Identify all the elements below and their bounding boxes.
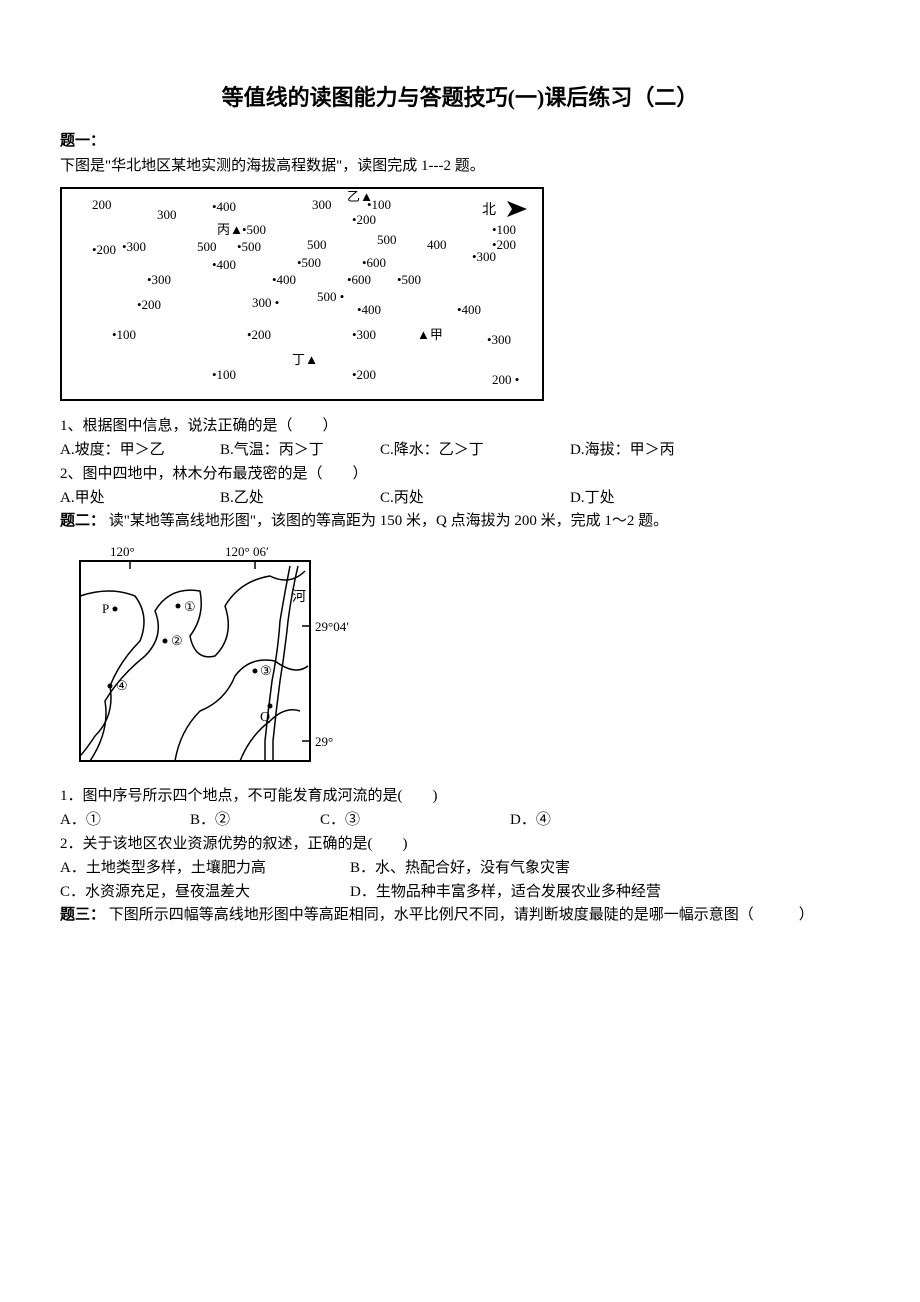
q1-sub1-opt-c: C.降水：乙＞丁 xyxy=(380,438,570,462)
svg-text:P: P xyxy=(102,601,109,616)
q1-sub1-stem: 1、根据图中信息，说法正确的是（ ） xyxy=(60,414,860,438)
q1-sub2-stem: 2、图中四地中，林木分布最茂密的是（ ） xyxy=(60,462,860,486)
svg-text:•500: •500 xyxy=(242,222,266,237)
q2-sub1-opt-c: C．③ xyxy=(320,808,510,832)
svg-text:120°: 120° xyxy=(110,544,135,559)
svg-text:300 •: 300 • xyxy=(252,295,279,310)
svg-text:200 •: 200 • xyxy=(492,372,519,387)
svg-text:•500: •500 xyxy=(237,239,261,254)
q2-sub1-options: A．① B．② C．③ D．④ xyxy=(60,808,860,832)
svg-text:500: 500 xyxy=(307,237,327,252)
svg-text:•100: •100 xyxy=(367,197,391,212)
q2-sub1-opt-d: D．④ xyxy=(510,808,630,832)
svg-text:•500: •500 xyxy=(297,255,321,270)
q3-label: 题三： xyxy=(60,907,105,923)
q1-sub1-options: A.坡度：甲＞乙 B.气温：丙＞丁 C.降水：乙＞丁 D.海拔：甲＞丙 xyxy=(60,438,860,462)
svg-text:•300: •300 xyxy=(487,332,511,347)
svg-text:Q: Q xyxy=(260,710,270,725)
svg-text:丁▲: 丁▲ xyxy=(292,352,318,367)
q2-sub1-stem: 1．图中序号所示四个地点，不可能发育成河流的是( ) xyxy=(60,784,860,808)
svg-text:29°: 29° xyxy=(315,734,333,749)
svg-text:•600: •600 xyxy=(347,272,371,287)
q2-sub1-opt-b: B．② xyxy=(190,808,320,832)
q1-sub1-opt-a: A.坡度：甲＞乙 xyxy=(60,438,220,462)
svg-text:•300: •300 xyxy=(472,249,496,264)
svg-text:•200: •200 xyxy=(137,297,161,312)
svg-text:500 •: 500 • xyxy=(317,289,344,304)
svg-text:300: 300 xyxy=(157,207,177,222)
svg-text:•400: •400 xyxy=(357,302,381,317)
svg-text:200: 200 xyxy=(92,197,112,212)
svg-text:丙▲: 丙▲ xyxy=(217,222,243,237)
svg-text:•100: •100 xyxy=(212,367,236,382)
svg-text:①: ① xyxy=(184,599,196,614)
q3-intro: 下图所示四幅等高线地形图中等高距相同，水平比例尺不同，请判断坡度最陡的是哪一幅示… xyxy=(109,907,814,923)
svg-text:•100: •100 xyxy=(112,327,136,342)
svg-text:•100: •100 xyxy=(492,222,516,237)
q2-sub2-opt-a: A．土地类型多样，土壤肥力高 xyxy=(60,856,350,880)
q2-sub2-row1: A．土地类型多样，土壤肥力高 B．水、热配合好，没有气象灾害 xyxy=(60,856,860,880)
svg-text:•600: •600 xyxy=(362,255,386,270)
svg-text:•300: •300 xyxy=(147,272,171,287)
q1-figure: 北200300•400300▲乙▲•100•200▲丙▲•500•200•300… xyxy=(60,187,544,401)
svg-text:北: 北 xyxy=(482,202,496,218)
svg-text:•400: •400 xyxy=(272,272,296,287)
q2-intro: 读"某地等高线地形图"，该图的等高距为 150 米，Q 点海拔为 200 米，完… xyxy=(109,513,668,529)
q2-sub2-row2: C．水资源充足，昼夜温差大 D．生物品种丰富多样，适合发展农业多种经营 xyxy=(60,880,860,904)
q1-sub1-opt-d: D.海拔：甲＞丙 xyxy=(570,438,730,462)
svg-text:•400: •400 xyxy=(212,257,236,272)
q1-sub2-opt-c: C.丙处 xyxy=(380,486,570,510)
q2-figure: 120° 120° 06′ 29°04′ 29° 河 P ① ② ③ ④ Q xyxy=(60,541,860,776)
q2-sub2-opt-d: D．生物品种丰富多样，适合发展农业多种经营 xyxy=(350,880,730,904)
svg-text:▲甲: ▲甲 xyxy=(417,327,443,342)
svg-text:•200: •200 xyxy=(92,242,116,257)
q1-intro: 下图是"华北地区某地实测的海拔高程数据"，读图完成 1---2 题。 xyxy=(60,155,860,178)
svg-text:河: 河 xyxy=(292,589,306,605)
svg-text:•300: •300 xyxy=(352,327,376,342)
svg-text:400: 400 xyxy=(427,237,447,252)
svg-text:500: 500 xyxy=(377,232,397,247)
q1-sub1-opt-b: B.气温：丙＞丁 xyxy=(220,438,380,462)
svg-text:④: ④ xyxy=(116,678,128,693)
svg-text:②: ② xyxy=(171,633,183,648)
q1-sub2-options: A.甲处 B.乙处 C.丙处 D.丁处 xyxy=(60,486,860,510)
q1-sub2-opt-d: D.丁处 xyxy=(570,486,730,510)
svg-text:•200: •200 xyxy=(247,327,271,342)
svg-text:•400: •400 xyxy=(212,199,236,214)
q2-sub2-stem: 2．关于该地区农业资源优势的叙述，正确的是( ) xyxy=(60,832,860,856)
page-title: 等值线的读图能力与答题技巧(一)课后练习（二） xyxy=(60,80,860,112)
q2-sub2-opt-b: B．水、热配合好，没有气象灾害 xyxy=(350,856,730,880)
svg-text:•300: •300 xyxy=(122,239,146,254)
svg-text:300: 300 xyxy=(312,197,332,212)
svg-text:•400: •400 xyxy=(457,302,481,317)
svg-text:•200: •200 xyxy=(352,367,376,382)
q2-sub2-opt-c: C．水资源充足，昼夜温差大 xyxy=(60,880,350,904)
svg-text:•200: •200 xyxy=(352,212,376,227)
svg-text:③: ③ xyxy=(260,663,272,678)
svg-text:29°04′: 29°04′ xyxy=(315,619,349,634)
svg-text:500: 500 xyxy=(197,239,217,254)
q1-sub2-opt-a: A.甲处 xyxy=(60,486,220,510)
svg-text:120° 06′: 120° 06′ xyxy=(225,544,269,559)
svg-text:•500: •500 xyxy=(397,272,421,287)
q2-label: 题二： xyxy=(60,513,105,529)
q1-sub2-opt-b: B.乙处 xyxy=(220,486,380,510)
q1-label: 题一： xyxy=(60,133,105,149)
q2-sub1-opt-a: A．① xyxy=(60,808,190,832)
